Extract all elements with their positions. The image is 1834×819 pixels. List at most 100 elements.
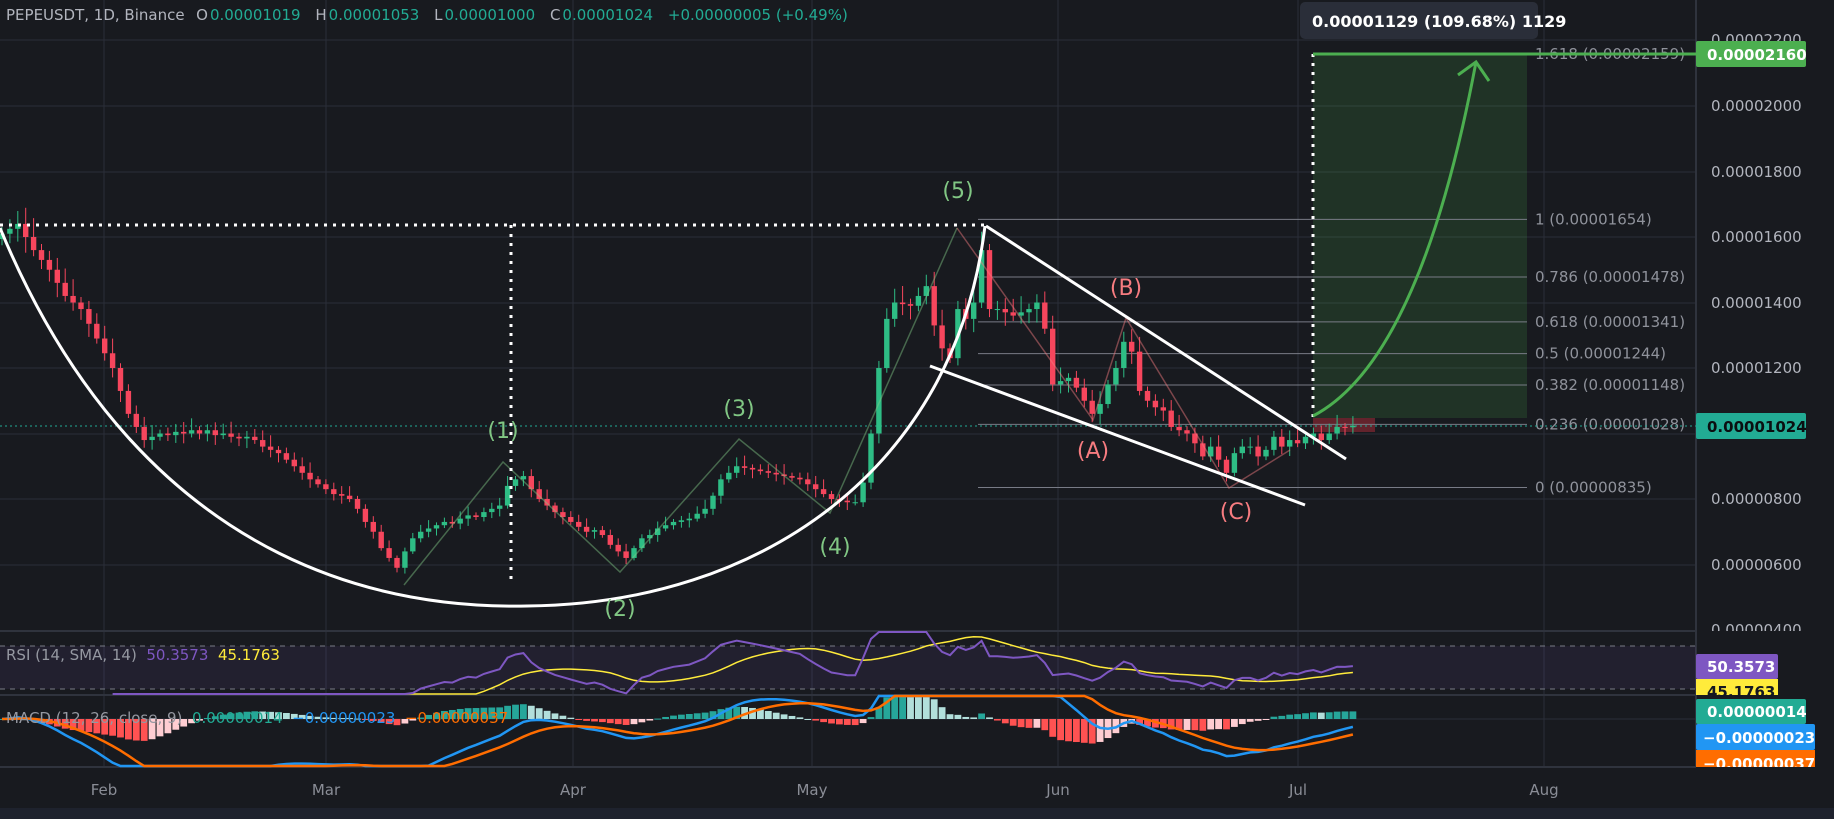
candle-body <box>702 508 708 514</box>
rsi-legend-sma: 45.1763 <box>217 646 280 664</box>
macd-histogram-bar <box>954 714 962 719</box>
long-position-target-zone[interactable] <box>1313 54 1527 418</box>
projection-arrow[interactable] <box>1312 61 1478 418</box>
candle <box>7 219 13 244</box>
wave-label-3: (3) <box>723 397 754 422</box>
candle <box>1208 437 1214 462</box>
candle-body <box>38 250 45 260</box>
candle-body <box>899 302 906 305</box>
macd-histogram-bar <box>1033 719 1041 728</box>
rsi-legend-title: RSI (14, SMA, 14) <box>6 646 137 664</box>
candle-body <box>734 466 740 473</box>
candle-body <box>30 237 37 251</box>
macd-histogram-bar <box>527 705 535 719</box>
candle <box>449 516 455 528</box>
candle <box>46 250 53 282</box>
candle <box>1144 386 1151 408</box>
candle-body <box>173 431 179 436</box>
candle <box>607 529 613 549</box>
macd-histogram-bar <box>85 719 93 733</box>
macd-histogram-bar <box>211 716 219 719</box>
macd-pane[interactable] <box>0 694 1357 768</box>
candle-body <box>1034 302 1040 310</box>
candle <box>441 517 448 529</box>
candle <box>710 492 716 515</box>
macd-histogram-bar <box>764 711 772 719</box>
macd-legend-title: MACD (12, 26, close, 9) <box>6 709 183 727</box>
candle-body <box>655 528 661 536</box>
candle <box>1136 336 1143 396</box>
rsi-legend[interactable]: RSI (14, SMA, 14) 50.3573 45.1763 <box>6 646 280 664</box>
candle <box>813 475 819 498</box>
macd-histogram-bar <box>1049 719 1057 737</box>
candle <box>1097 391 1103 425</box>
candle-body <box>749 467 756 470</box>
candle <box>1184 426 1190 442</box>
symbol-legend[interactable]: PEPEUSDT, 1D, Binance O 0.00001019 H 0.000… <box>6 6 858 24</box>
fib-retracement[interactable]: 1.618 (0.00002159)1 (0.00001654)0.786 (0… <box>978 45 1685 497</box>
candle <box>662 516 669 532</box>
macd-histogram-bar <box>488 707 496 719</box>
time-axis[interactable] <box>0 768 1696 808</box>
candle <box>591 527 598 539</box>
macd-histogram-label: 0.00000014 <box>1707 703 1807 721</box>
candle <box>275 446 282 463</box>
macd-histogram-bar <box>1199 719 1207 731</box>
wave-label-b: (B) <box>1110 276 1142 301</box>
macd-histogram-bar <box>693 713 701 719</box>
macd-histogram-bar <box>1231 719 1238 727</box>
macd-histogram-bar <box>622 719 630 725</box>
candle <box>252 428 258 444</box>
candle <box>631 545 637 561</box>
candle <box>1200 435 1206 461</box>
candle-body <box>757 469 764 472</box>
price-axis[interactable] <box>1697 0 1834 631</box>
wedge-upper-line[interactable] <box>985 224 1347 461</box>
rsi-pane[interactable] <box>112 631 1354 695</box>
candle-body <box>378 531 384 549</box>
candle-body <box>402 551 408 568</box>
macd-histogram-bar <box>235 712 243 719</box>
candle <box>623 543 629 565</box>
macd-legend[interactable]: MACD (12, 26, close, 9) 0.00000014 −0.00… <box>6 709 508 727</box>
candle <box>267 435 274 458</box>
candle <box>1057 367 1064 394</box>
impulse-wave-path[interactable] <box>403 227 958 586</box>
macd-histogram-bar <box>346 718 353 720</box>
measure-tooltip-text: 0.00001129 (109.68%) 1129 <box>1312 12 1566 31</box>
candle <box>560 507 566 525</box>
long-position-stop-zone[interactable] <box>1313 418 1375 432</box>
symbol-info[interactable]: PEPEUSDT, 1D, Binance <box>6 6 185 24</box>
candle-body <box>892 302 898 319</box>
candle-body <box>196 430 203 434</box>
low-value: 0.00001000 <box>444 6 536 24</box>
candle-body <box>1247 446 1253 448</box>
candle-body <box>781 474 787 477</box>
rsi-band <box>0 646 1696 689</box>
candle <box>1065 373 1072 393</box>
cup-curve[interactable] <box>0 225 987 608</box>
candle <box>109 338 116 378</box>
candle <box>323 479 329 495</box>
macd-histogram-bar <box>243 711 251 719</box>
candle <box>1176 414 1182 437</box>
macd-histogram-bar <box>314 716 322 719</box>
wedge-lower-line[interactable] <box>929 364 1306 507</box>
macd-histogram-bar <box>828 719 835 724</box>
candle-body <box>425 528 432 532</box>
candle-body <box>386 548 392 558</box>
candle-body <box>109 353 116 368</box>
candle-body <box>797 477 803 480</box>
macd-histogram-bar <box>425 714 432 719</box>
macd-histogram-bar <box>891 696 899 719</box>
candle <box>1073 370 1080 393</box>
candle <box>552 502 558 519</box>
macd-histogram-bar <box>1223 719 1230 730</box>
candle-body <box>1310 433 1317 437</box>
candle-body <box>1089 400 1095 414</box>
candle <box>386 540 392 562</box>
candle-body <box>971 302 977 319</box>
candle <box>1350 416 1356 434</box>
candle-body <box>465 515 471 519</box>
